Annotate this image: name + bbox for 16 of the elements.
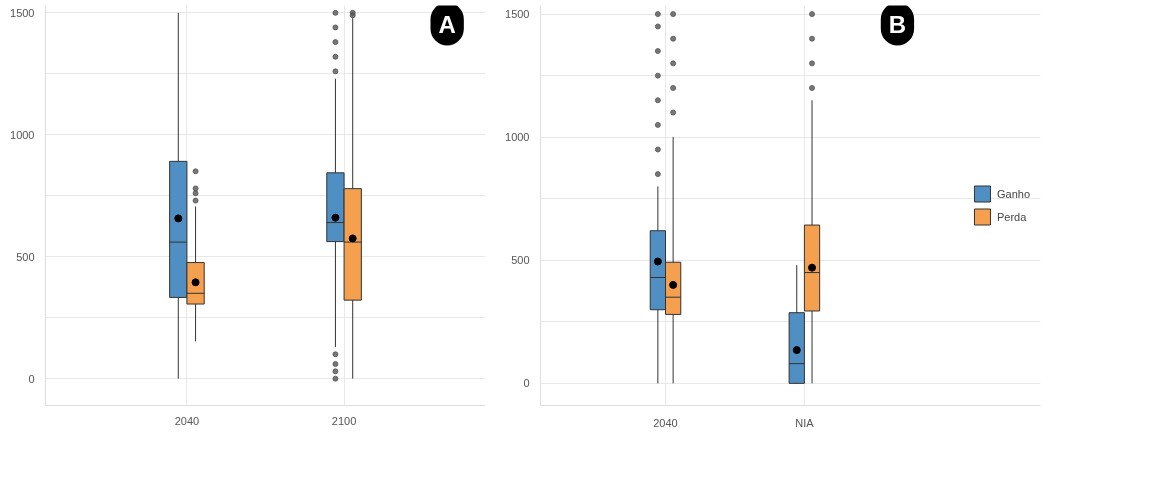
x-tick-label: 2040	[653, 416, 678, 429]
legend-label: Ganho	[996, 187, 1030, 200]
y-tick-label: 1000	[10, 128, 35, 141]
y-tick-label: 0	[523, 377, 530, 390]
x-tick-label: 2100	[331, 414, 357, 427]
text: B	[888, 10, 907, 38]
y-tick-label: 1000	[505, 131, 530, 144]
y-tick-label: 1500	[505, 8, 530, 21]
x-tick-label: 2040	[174, 414, 200, 427]
y-tick-label: 1500	[10, 6, 35, 19]
y-tick-label: 500	[511, 254, 530, 267]
y-tick-label: 0	[28, 372, 35, 385]
x-tick-label: NIA	[795, 416, 815, 429]
annotation: A	[438, 10, 456, 38]
y-tick-label: 500	[16, 250, 35, 263]
legend-label: Perda	[996, 210, 1027, 223]
